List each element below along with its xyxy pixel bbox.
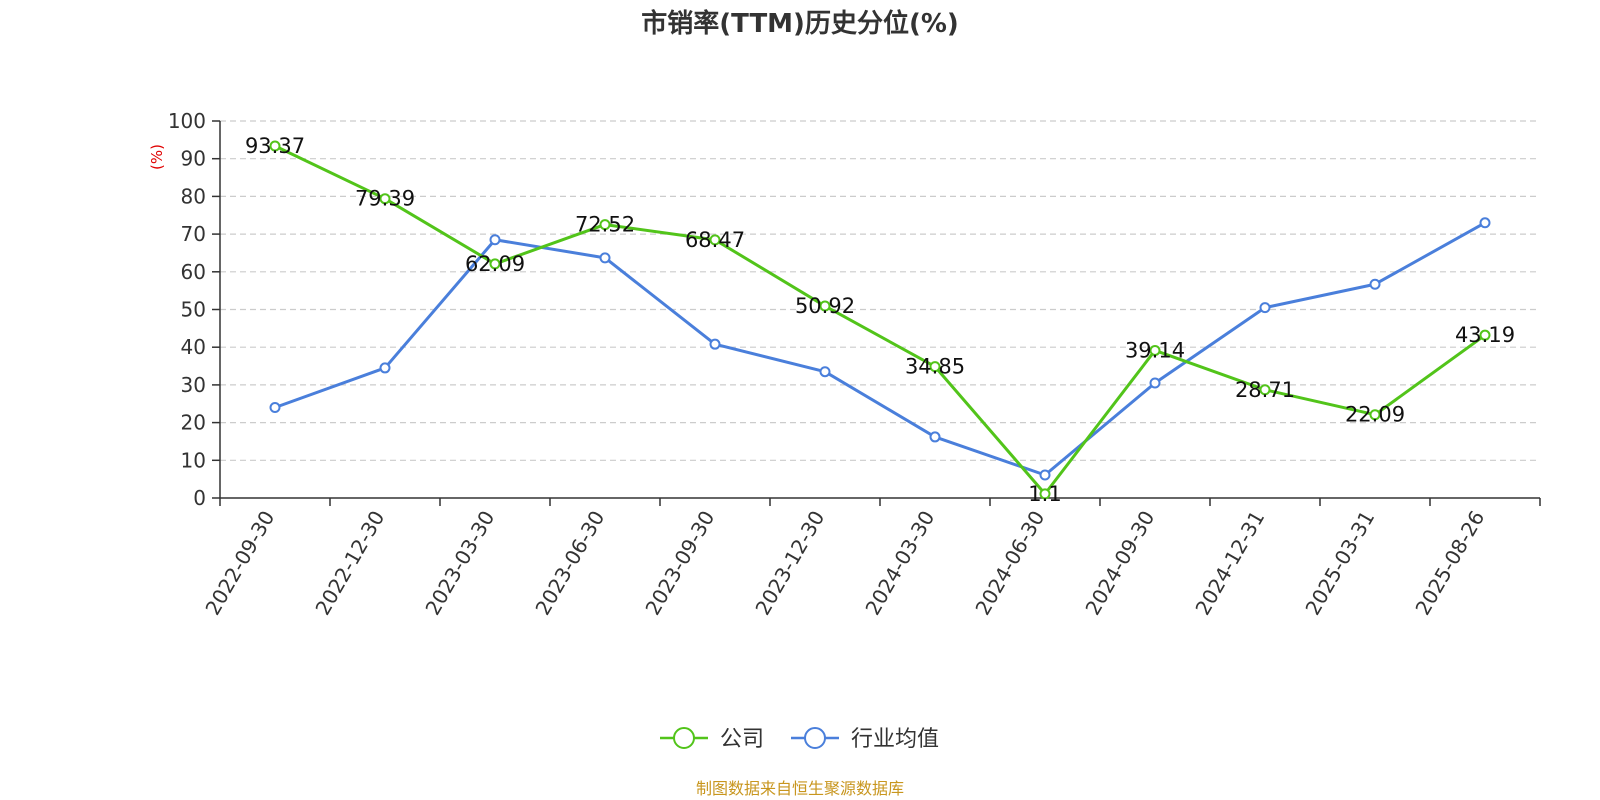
- data-point: [1369, 409, 1381, 421]
- y-tick-label: 50: [181, 298, 206, 322]
- legend-label: 公司: [720, 727, 764, 752]
- x-tick-label: 2024-06-30: [970, 507, 1049, 620]
- data-point: [269, 140, 281, 152]
- legend-item-1[interactable]: 行业均值: [791, 727, 939, 752]
- data-point: [929, 431, 941, 443]
- data-label: 43.19: [1455, 323, 1515, 347]
- data-point: [1369, 278, 1381, 290]
- legend-marker: [804, 727, 826, 749]
- data-label: 79.39: [355, 187, 415, 211]
- x-tick-label: 2025-08-26: [1410, 507, 1489, 620]
- data-point: [1149, 344, 1161, 356]
- data-point: [1149, 377, 1161, 389]
- data-point: [489, 234, 501, 246]
- data-label: 22.09: [1345, 403, 1405, 427]
- data-point: [379, 193, 391, 205]
- data-label: 28.71: [1235, 378, 1295, 402]
- y-tick-label: 100: [168, 109, 206, 133]
- data-label: 39.14: [1125, 338, 1185, 362]
- x-tick-label: 2025-03-31: [1300, 507, 1379, 620]
- x-tick-label: 2023-09-30: [640, 507, 719, 620]
- x-tick-label: 2023-12-30: [750, 507, 829, 620]
- data-point: [1259, 302, 1271, 314]
- data-point: [1039, 488, 1051, 500]
- legend-marker: [673, 727, 695, 749]
- data-label: 34.85: [905, 355, 965, 379]
- data-label: 1.1: [1028, 482, 1061, 506]
- y-tick-label: 60: [181, 260, 206, 284]
- series-group: [269, 140, 1491, 500]
- legend-item-0[interactable]: 公司: [660, 727, 764, 752]
- series-line-1: [274, 221, 1486, 477]
- data-point: [1479, 329, 1491, 341]
- chart-title: 市销率(TTM)历史分位(%): [641, 8, 959, 39]
- grid-lines: [220, 120, 1540, 461]
- data-point: [819, 366, 831, 378]
- data-point: [929, 361, 941, 373]
- data-point: [379, 362, 391, 374]
- series-line-0: [274, 144, 1486, 496]
- data-label: 62.09: [465, 252, 525, 276]
- y-axis-label: (%): [148, 144, 166, 170]
- data-label: 72.52: [575, 213, 635, 237]
- x-tick-label: 2024-03-30: [860, 507, 939, 620]
- legend-label: 行业均值: [851, 727, 939, 752]
- data-point: [599, 219, 611, 231]
- y-tick-label: 40: [181, 335, 206, 359]
- y-tick-label: 90: [181, 147, 206, 171]
- legend[interactable]: 公司 行业均值: [660, 727, 939, 752]
- data-point: [1479, 217, 1491, 229]
- x-tick-label: 2022-09-30: [200, 507, 279, 620]
- y-tick-label: 70: [181, 222, 206, 246]
- y-tick-label: 20: [181, 411, 206, 435]
- data-point: [599, 252, 611, 264]
- x-tick-label: 2024-12-31: [1190, 507, 1269, 620]
- data-point: [1039, 469, 1051, 481]
- data-point: [489, 258, 501, 270]
- y-tick-label: 10: [181, 448, 206, 472]
- data-label: 93.37: [245, 134, 305, 158]
- data-label: 50.92: [795, 294, 855, 318]
- source-note: 制图数据来自恒生聚源数据库: [696, 779, 904, 798]
- y-axis: 0 10 20 30 40 50 60 70 80 90 100: [168, 109, 221, 510]
- data-labels: 93.37 79.39 62.09 72.52 68.47 50.92 34.85 1.1 39…: [245, 134, 1515, 506]
- data-point: [269, 402, 281, 414]
- x-axis: 2022-09-30 2022-12-30 2023-03-30 2023-06-30…: [200, 497, 1541, 620]
- x-tick-label: 2023-06-30: [530, 507, 609, 620]
- data-point: [709, 338, 721, 350]
- data-point: [819, 300, 831, 312]
- data-point: [709, 234, 721, 246]
- y-tick-label: 0: [193, 486, 206, 510]
- y-tick-label: 80: [181, 184, 206, 208]
- y-tick-label: 30: [181, 373, 206, 397]
- x-tick-label: 2023-03-30: [420, 507, 499, 620]
- x-tick-label: 2022-12-30: [310, 507, 389, 620]
- data-label: 68.47: [685, 228, 745, 252]
- data-point: [1259, 384, 1271, 396]
- x-tick-label: 2024-09-30: [1080, 507, 1159, 620]
